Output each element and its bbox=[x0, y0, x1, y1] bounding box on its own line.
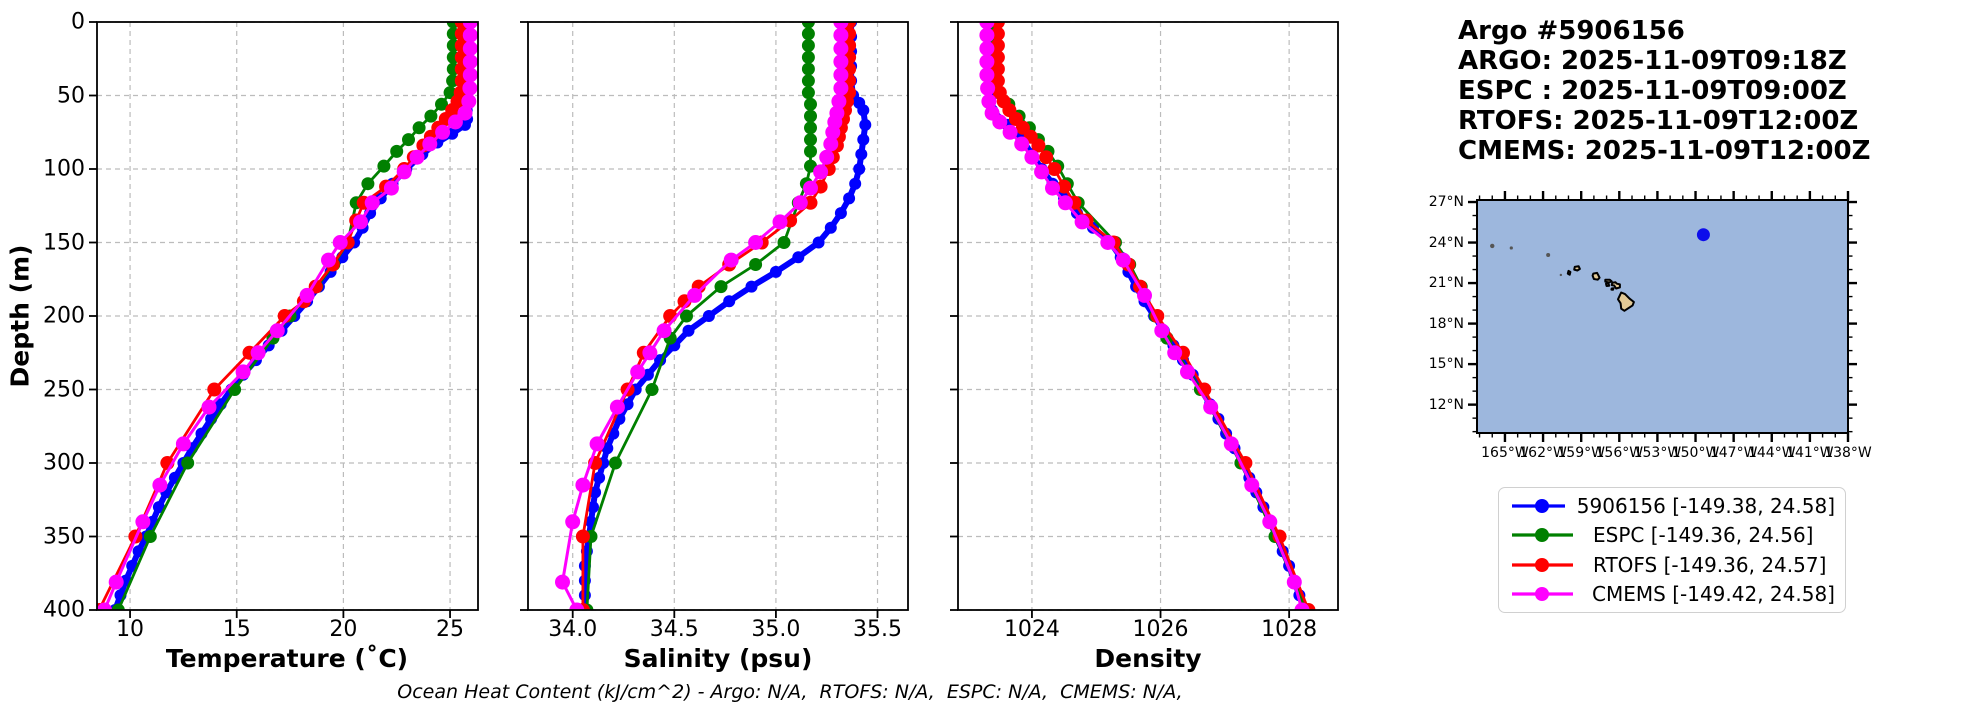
legend-item-espc: ESPC [-149.36, 24.56] bbox=[1509, 521, 1835, 549]
islet bbox=[1509, 246, 1513, 250]
argo-timestamp: ARGO: 2025-11-09T09:18Z bbox=[1458, 46, 1847, 76]
ocean-heat-content-caption: Ocean Heat Content (kJ/cm^2) - Argo: N/A… bbox=[397, 681, 1183, 703]
map-ocean bbox=[1476, 199, 1849, 434]
temperature-panel bbox=[89, 21, 479, 618]
islet bbox=[1559, 273, 1563, 277]
density-axis-title: Density bbox=[1094, 644, 1202, 673]
argo-line-swatch-icon bbox=[1512, 498, 1565, 513]
island-molokai bbox=[1604, 278, 1613, 284]
island-niihau bbox=[1566, 269, 1572, 276]
salinity-panel bbox=[520, 21, 909, 618]
float-id-title: Argo #5906156 bbox=[1458, 16, 1685, 46]
depth-axis-label: Depth (m) bbox=[5, 244, 35, 388]
island-lanai bbox=[1605, 282, 1611, 287]
islet bbox=[1546, 252, 1551, 257]
legend-label-argo: 5906156 [-149.38, 24.58] bbox=[1576, 493, 1835, 518]
island-kauai bbox=[1573, 265, 1581, 272]
legend-label-cmems: CMEMS [-149.42, 24.58] bbox=[1592, 582, 1835, 607]
legend-label-espc: ESPC [-149.36, 24.56] bbox=[1593, 523, 1814, 548]
island-oahu bbox=[1591, 271, 1601, 281]
espc-timestamp: ESPC : 2025-11-09T09:00Z bbox=[1458, 76, 1847, 106]
density-series-cmems bbox=[979, 22, 1310, 610]
density-series-espc bbox=[988, 22, 1313, 610]
rtofs-line-swatch-icon bbox=[1512, 557, 1573, 572]
float-info-header: Argo #5906156 ARGO: 2025-11-09T09:18Z ES… bbox=[1458, 16, 1870, 166]
rtofs-timestamp: RTOFS: 2025-11-09T12:00Z bbox=[1458, 106, 1859, 136]
island-maui bbox=[1610, 281, 1621, 290]
temperature-axis-title: Temperature (˚C) bbox=[165, 644, 409, 673]
cmems-timestamp: CMEMS: 2025-11-09T12:00Z bbox=[1458, 136, 1871, 166]
salinity-series-cmems bbox=[555, 22, 849, 610]
float-position-marker bbox=[1696, 228, 1710, 242]
legend-item-rtofs: RTOFS [-149.36, 24.57] bbox=[1509, 551, 1835, 579]
profile-panels bbox=[89, 21, 1339, 618]
island-kahoolawe bbox=[1610, 287, 1615, 291]
temperature-series-espc bbox=[111, 22, 460, 610]
island-hawaii-big-island bbox=[1617, 291, 1635, 312]
cmems-line-swatch-icon bbox=[1512, 587, 1573, 602]
location-map bbox=[1468, 191, 1857, 442]
legend-item-cmems: CMEMS [-149.42, 24.58] bbox=[1509, 580, 1835, 608]
espc-line-swatch-icon bbox=[1512, 528, 1573, 543]
temperature-series-cmems bbox=[97, 22, 478, 610]
legend: 5906156 [-149.38, 24.58] ESPC [-149.36, … bbox=[1498, 487, 1846, 613]
legend-label-rtofs: RTOFS [-149.36, 24.57] bbox=[1593, 552, 1827, 577]
islet bbox=[1490, 243, 1495, 249]
legend-item-argo: 5906156 [-149.38, 24.58] bbox=[1509, 492, 1835, 520]
density-panel bbox=[950, 21, 1339, 618]
salinity-axis-title: Salinity (psu) bbox=[623, 644, 813, 673]
